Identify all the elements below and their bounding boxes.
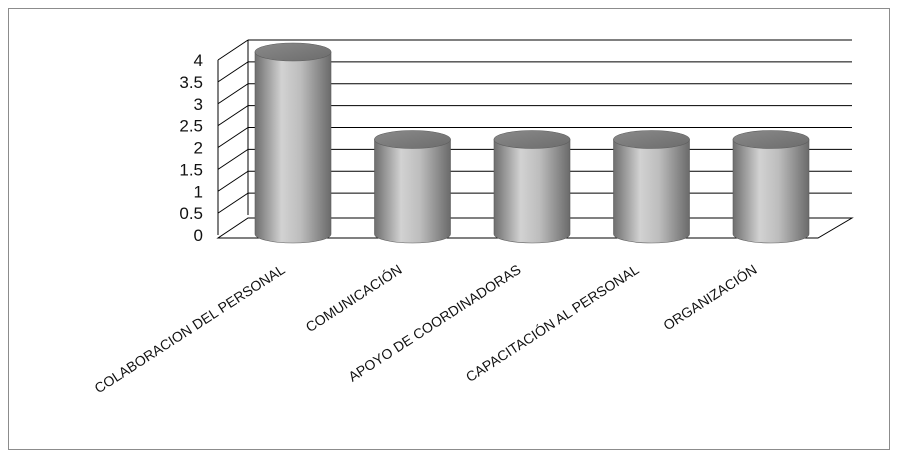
- gridline-side: [217, 192, 249, 214]
- x-axis-labels: COLABORACION DEL PERSONAL COMUNICACIÓNAPO…: [91, 261, 759, 396]
- y-tick-label: 2.5: [179, 117, 203, 136]
- y-tick-label: 3.5: [179, 73, 203, 92]
- y-tick-label: 1: [194, 182, 203, 201]
- y-tick-label: 0.5: [179, 204, 203, 223]
- gridline-side: [217, 39, 249, 61]
- gridline-side: [217, 170, 249, 192]
- gridline-side: [217, 105, 249, 127]
- x-tick-label: COMUNICACIÓN: [303, 261, 405, 335]
- bar-body: [374, 139, 451, 244]
- bar-top: [493, 130, 571, 149]
- y-tick-label: 0: [194, 226, 203, 245]
- bar: [254, 42, 332, 244]
- bar: [374, 130, 451, 244]
- bar-top: [732, 130, 810, 149]
- bar-body: [613, 139, 690, 244]
- bar: [732, 130, 810, 244]
- y-tick-label: 4: [194, 51, 203, 70]
- gridline-side: [217, 61, 249, 83]
- x-tick-label: COLABORACION DEL PERSONAL: [91, 261, 287, 396]
- gridline-side: [217, 83, 249, 105]
- bar: [493, 130, 571, 244]
- y-tick-label: 1.5: [179, 160, 203, 179]
- x-tick-label: ORGANIZACIÓN: [660, 261, 759, 333]
- gridline-side: [217, 148, 249, 170]
- bar-top: [374, 130, 451, 149]
- bar-top: [254, 42, 332, 62]
- bar: [613, 130, 690, 244]
- y-tick-label: 2: [194, 139, 203, 158]
- bar-body: [254, 51, 332, 244]
- y-tick-label: 3: [194, 95, 203, 114]
- gridline-side: [217, 127, 249, 148]
- bar-body: [732, 139, 810, 244]
- bar-top: [613, 130, 690, 149]
- bar-body: [493, 139, 571, 244]
- y-axis-ticks: 0 0.5 1 1.5 2 2.5 3 3.5 4: [179, 51, 203, 245]
- bars: [254, 42, 810, 244]
